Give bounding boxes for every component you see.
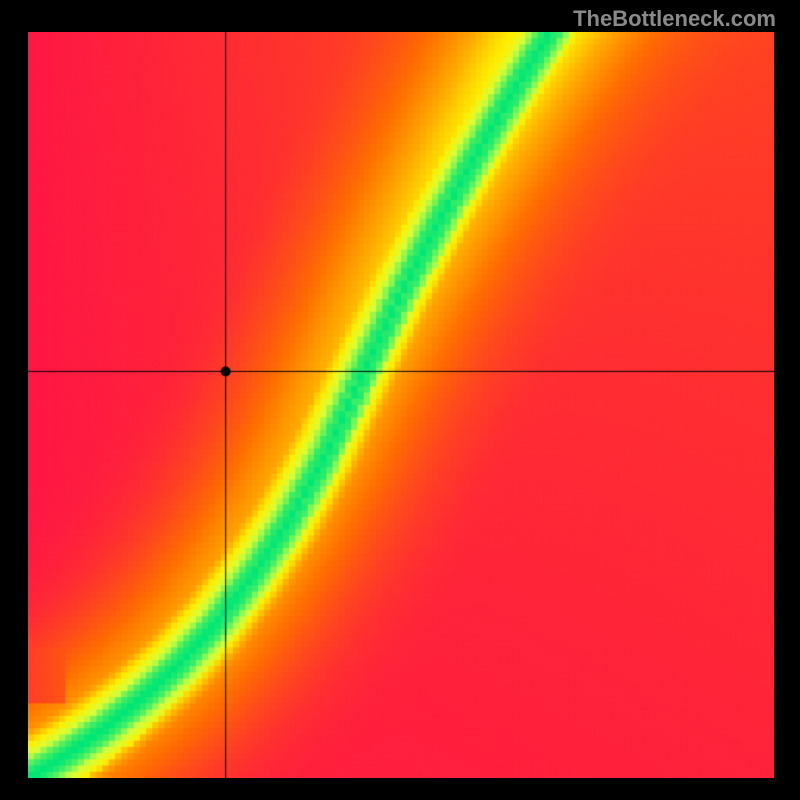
heatmap-canvas (28, 32, 774, 778)
watermark-text: TheBottleneck.com (573, 6, 776, 32)
chart-frame: TheBottleneck.com (0, 0, 800, 800)
